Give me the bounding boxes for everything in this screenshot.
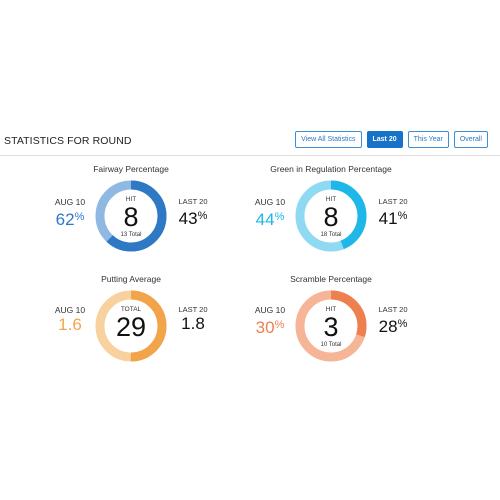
last-20-label: LAST 20 [178,197,208,206]
last-20-value: 28 [378,317,398,336]
period-filter-buttons: View All Statistics Last 20 This Year Ov… [295,131,488,148]
aug-10-value: 44 [255,210,275,229]
aug-10-value-wrap: 30% [250,315,290,338]
aug-10-stat: AUG 10 62% [50,197,90,230]
fairway-donut: HIT 8 13 Total [95,180,167,252]
center-value: 8 [123,202,139,232]
donut-chart [295,290,367,362]
view-all-statistics-button[interactable]: View All Statistics [295,131,362,148]
stat-title: Scramble Percentage [290,274,372,284]
last-20-value: 1.8 [181,314,205,333]
putting-average-card: Putting Average AUG 10 1.6 TOTAL 29 LAST… [6,274,256,394]
aug-10-unit: % [74,211,85,223]
last-20-unit: % [397,210,408,222]
center-caption: HIT [125,196,137,203]
donut-chart [95,290,167,362]
stat-title: Fairway Percentage [93,164,169,174]
last-20-stat: LAST 20 1.8 [173,305,213,334]
header-divider [0,155,500,156]
donut-chart [295,180,367,252]
aug-10-stat: AUG 10 44% [250,197,290,230]
last-20-unit: % [197,210,208,222]
scramble-donut: HIT 3 10 Total [295,290,367,362]
last-20-unit: % [397,318,408,330]
center-caption: TOTAL [120,306,142,313]
donut-progress [295,180,367,252]
center-total: 13 Total [120,232,142,238]
last-20-label: LAST 20 [378,305,408,314]
aug-10-value: 62 [55,210,75,229]
center-value: 8 [323,202,339,232]
donut-progress [95,290,167,362]
center-total: 18 Total [320,232,342,238]
last-20-stat: LAST 20 43% [173,197,213,229]
aug-10-value: 30 [255,318,275,337]
last-20-stat: LAST 20 41% [373,197,413,229]
aug-10-label: AUG 10 [254,305,286,315]
aug-10-unit: % [274,211,285,223]
last-20-value-wrap: 41% [373,206,413,229]
statistics-header: STATISTICS FOR ROUND [0,126,500,156]
center-caption: HIT [325,306,337,313]
donut-chart [95,180,167,252]
gir-donut: HIT 8 18 Total [295,180,367,252]
aug-10-stat: AUG 10 1.6 [50,305,90,335]
putting-donut: TOTAL 29 [95,290,167,362]
stat-title: Green in Regulation Percentage [270,164,392,174]
aug-10-label: AUG 10 [54,197,86,207]
fairway-percentage-card: Fairway Percentage AUG 10 62% HIT 8 13 T… [6,164,256,284]
last-20-button[interactable]: Last 20 [366,131,403,148]
last-20-label: LAST 20 [378,197,408,206]
last-20-value: 41 [378,209,398,228]
donut-progress [95,180,167,252]
aug-10-label: AUG 10 [254,197,286,207]
gir-percentage-card: Green in Regulation Percentage AUG 10 44… [206,164,456,284]
last-20-label: LAST 20 [178,305,208,314]
aug-10-value: 1.6 [58,315,82,334]
last-20-value-wrap: 28% [373,314,413,337]
center-total: 10 Total [320,342,342,348]
this-year-button[interactable]: This Year [407,131,449,148]
center-caption: HIT [325,196,337,203]
center-value: 29 [115,312,147,342]
center-value: 3 [323,312,339,342]
aug-10-value-wrap: 44% [250,207,290,230]
aug-10-value-wrap: 1.6 [50,315,90,335]
scramble-percentage-card: Scramble Percentage AUG 10 30% HIT 3 10 … [206,274,456,394]
page-title: STATISTICS FOR ROUND [4,135,132,147]
stat-title: Putting Average [101,274,161,284]
aug-10-unit: % [274,319,285,331]
overall-button[interactable]: Overall [453,131,488,148]
aug-10-label: AUG 10 [54,305,86,315]
donut-progress [295,290,367,362]
last-20-stat: LAST 20 28% [373,305,413,337]
aug-10-stat: AUG 10 30% [250,305,290,338]
last-20-value: 43 [178,209,198,228]
last-20-value-wrap: 1.8 [173,314,213,334]
last-20-value-wrap: 43% [173,206,213,229]
aug-10-value-wrap: 62% [50,207,90,230]
